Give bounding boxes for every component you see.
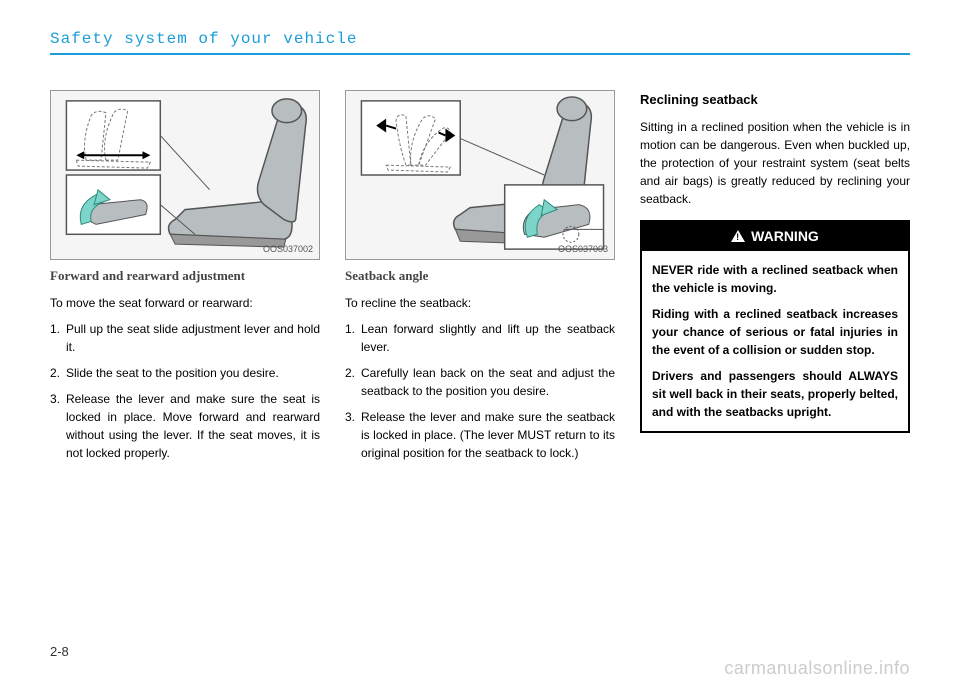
list-item: 2. Slide the seat to the position you de… xyxy=(50,364,320,382)
seat-illustration-2 xyxy=(346,91,614,259)
list-item: 3. Release the lever and make sure the s… xyxy=(345,408,615,462)
list-num: 2. xyxy=(345,364,361,400)
warning-header: WARNING xyxy=(642,222,908,251)
col3-body: Sitting in a reclined position when the … xyxy=(640,118,910,208)
list-num: 2. xyxy=(50,364,66,382)
list-item: 1. Pull up the seat slide adjustment lev… xyxy=(50,320,320,356)
column-1: OOS037002 Forward and rearward adjustmen… xyxy=(50,90,320,470)
list-num: 3. xyxy=(50,390,66,462)
intro-2: To recline the seatback: xyxy=(345,294,615,312)
list-text: Release the lever and make sure the seat… xyxy=(66,390,320,462)
list-num: 3. xyxy=(345,408,361,462)
content-area: OOS037002 Forward and rearward adjustmen… xyxy=(50,90,910,470)
list-text: Release the lever and make sure the seat… xyxy=(361,408,615,462)
list-num: 1. xyxy=(345,320,361,356)
list-text: Pull up the seat slide adjustment lever … xyxy=(66,320,320,356)
warning-box: WARNING NEVER ride with a reclined seatb… xyxy=(640,220,910,433)
illustration-label-2: OOS037003 xyxy=(558,243,608,257)
list-item: 1. Lean forward slightly and lift up the… xyxy=(345,320,615,356)
header-title: Safety system of your vehicle xyxy=(50,30,357,48)
seat-illustration-1 xyxy=(51,91,319,259)
list-item: 2. Carefully lean back on the seat and a… xyxy=(345,364,615,400)
intro-1: To move the seat forward or rearward: xyxy=(50,294,320,312)
page-header: Safety system of your vehicle xyxy=(50,30,910,55)
list-text: Slide the seat to the position you desir… xyxy=(66,364,320,382)
illustration-seatback-angle: OOS037003 xyxy=(345,90,615,260)
illustration-label-1: OOS037002 xyxy=(263,243,313,257)
subheading-1: Forward and rearward adjustment xyxy=(50,266,320,286)
warning-p3: Drivers and passengers should ALWAYS sit… xyxy=(652,367,898,421)
list-text: Lean forward slightly and lift up the se… xyxy=(361,320,615,356)
list-num: 1. xyxy=(50,320,66,356)
column-3: Reclining seatback Sitting in a reclined… xyxy=(640,90,910,470)
illustration-forward-rearward: OOS037002 xyxy=(50,90,320,260)
page-number: 2-8 xyxy=(50,644,69,659)
column-2: OOS037003 Seatback angle To recline the … xyxy=(345,90,615,470)
warning-title: WARNING xyxy=(751,226,819,247)
subheading-2: Seatback angle xyxy=(345,266,615,286)
warning-p1: NEVER ride with a reclined seatback when… xyxy=(652,261,898,297)
list-text: Carefully lean back on the seat and adju… xyxy=(361,364,615,400)
warning-icon xyxy=(731,230,745,242)
list-item: 3. Release the lever and make sure the s… xyxy=(50,390,320,462)
col3-heading: Reclining seatback xyxy=(640,90,910,110)
warning-body: NEVER ride with a reclined seatback when… xyxy=(642,251,908,431)
watermark: carmanualsonline.info xyxy=(724,658,910,679)
warning-p2: Riding with a reclined seatback increase… xyxy=(652,305,898,359)
